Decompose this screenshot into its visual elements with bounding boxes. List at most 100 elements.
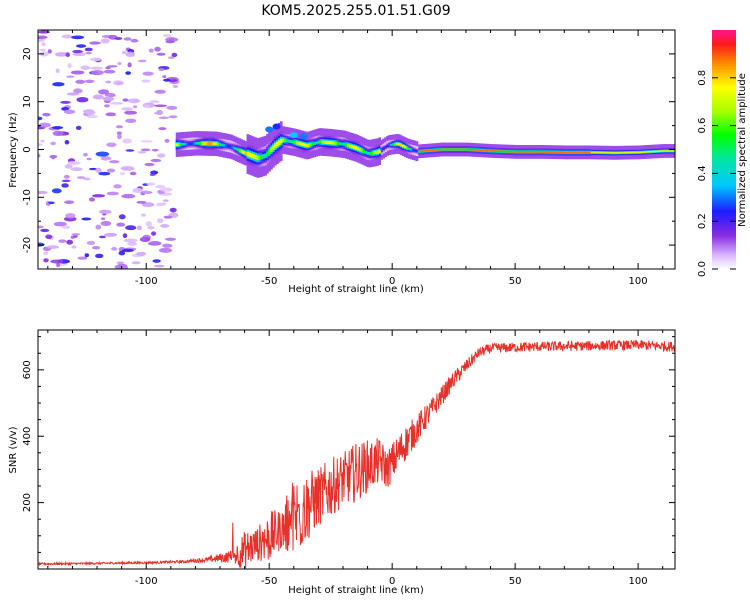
ridge-cell: [222, 143, 226, 147]
noise-blob: [66, 239, 74, 245]
noise-blob: [89, 57, 102, 62]
spectrogram-x-label: Height of straight line (km): [288, 284, 424, 295]
ridge-cell: [317, 140, 320, 144]
noise-blob: [38, 35, 48, 40]
ridge-cell: [618, 151, 621, 154]
noise-blob: [95, 253, 104, 259]
noise-blob: [61, 34, 73, 39]
ridge-cell: [596, 151, 600, 154]
noise-blob: [156, 52, 166, 56]
ridge-cell: [394, 143, 397, 146]
noise-blob: [163, 78, 171, 82]
ridge-cell: [638, 151, 641, 154]
noise-blob: [115, 82, 123, 85]
spectrogram-y-axis: -20 -10 0 10 20: [22, 29, 675, 270]
ridge-cell: [270, 147, 273, 152]
ridge-cell: [598, 151, 602, 154]
noise-blob: [129, 171, 137, 176]
ridge-cell: [382, 147, 385, 150]
noise-blob: [141, 202, 155, 207]
ridge-cell: [577, 151, 580, 154]
ridge-cell: [323, 140, 326, 144]
ridge-cell: [402, 145, 405, 148]
noise-blob: [108, 160, 120, 164]
ridge-cell: [374, 150, 378, 155]
noise-blob: [152, 148, 159, 152]
noise-blob: [89, 66, 103, 70]
noise-blob: [132, 105, 138, 109]
ridge-cell: [301, 142, 305, 147]
ridge-cell: [398, 143, 401, 146]
ridge-cell: [525, 151, 529, 153]
ridge-cell: [413, 149, 417, 152]
ridge-cell: [199, 142, 202, 145]
ridge-cell: [421, 150, 425, 152]
ridge-cell: [673, 150, 675, 152]
ridge-cell: [303, 143, 307, 147]
noise-blob: [152, 259, 161, 263]
ridge-cell: [289, 140, 293, 144]
ridge-cell: [492, 150, 496, 152]
noise-blob: [168, 115, 178, 119]
ridge-cell: [291, 140, 295, 144]
noise-blob: [167, 56, 175, 60]
noise-blob: [157, 153, 166, 158]
ridge-cell: [185, 142, 189, 146]
noise-blob: [136, 200, 147, 204]
noise-blob: [66, 75, 75, 78]
ridge-cell: [205, 142, 208, 145]
noise-blob: [100, 38, 110, 44]
ridge-cell: [663, 150, 667, 152]
noise-blob: [161, 202, 167, 206]
ridge-cell: [567, 151, 570, 154]
noise-blob: [51, 155, 56, 160]
ridge-cell: [264, 153, 267, 158]
ridge-cell: [348, 144, 352, 148]
noise-blob: [75, 79, 86, 84]
ridge-cell: [555, 151, 559, 153]
ridge-cell: [380, 148, 383, 152]
noise-blob: [165, 40, 175, 44]
ridge-cell: [632, 151, 635, 154]
snr-x-tick-label: 0: [389, 576, 395, 587]
noise-blob: [116, 261, 125, 265]
noise-blob: [76, 97, 89, 103]
noise-blob: [65, 52, 70, 58]
noise-blob: [61, 225, 71, 229]
noise-blob: [105, 112, 117, 117]
ridge-cell: [177, 143, 181, 146]
ridge-cell: [636, 151, 639, 154]
colorbar-gradient: [712, 30, 736, 269]
noise-blob: [51, 188, 62, 194]
ridge-cell: [518, 151, 521, 153]
ridge-cell: [624, 151, 627, 154]
ridge-cell: [297, 141, 301, 145]
ridge-cell: [647, 151, 651, 153]
noise-blob: [63, 174, 70, 179]
colorbar: 0.0 0.2 0.4 0.6 0.8 Normalized spectral ampl…: [697, 30, 748, 277]
spectrogram-x-tick-label: -50: [261, 276, 277, 287]
ridge-cell: [341, 142, 344, 146]
noise-blob: [125, 149, 135, 152]
noise-blob: [137, 59, 147, 63]
noise-blob: [55, 68, 60, 74]
ridge-cell: [543, 151, 547, 153]
noise-blob: [42, 112, 51, 117]
noise-blob: [72, 49, 83, 54]
spectrogram-x-tick-label: 100: [629, 276, 648, 287]
noise-blob: [163, 215, 173, 219]
noise-blob: [149, 173, 156, 177]
ridge-cell: [183, 142, 187, 146]
noise-blob: [70, 70, 85, 75]
ridge-cell: [396, 142, 399, 146]
noise-blob: [54, 52, 69, 57]
spectrogram-x-tick-label: 0: [389, 276, 395, 287]
ridge-cell: [590, 151, 594, 154]
noise-blob: [38, 30, 51, 34]
noise-blob: [117, 61, 122, 66]
ridge-cell: [612, 152, 616, 154]
ridge-cell: [486, 149, 490, 152]
noise-blob: [159, 247, 173, 253]
noise-blob: [38, 153, 41, 158]
ridge-cell: [443, 148, 446, 151]
